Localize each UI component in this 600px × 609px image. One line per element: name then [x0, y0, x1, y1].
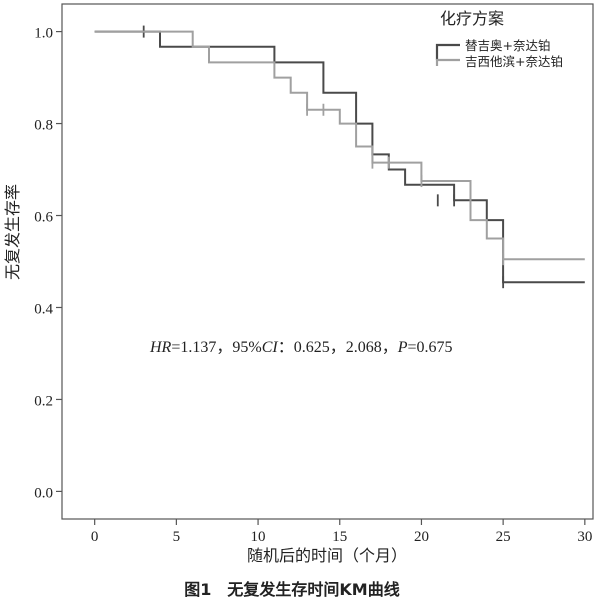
y-tick-label: 0.8 [34, 118, 53, 134]
series-layer [94, 25, 585, 289]
x-tick-label: 15 [332, 529, 347, 545]
legend-label-series-1: 替吉奥+奈达铂 [465, 38, 550, 53]
y-axis: 0.0 0.2 0.4 0.6 0.8 1.0 [34, 26, 62, 501]
y-tick-label: 0.2 [34, 393, 53, 409]
figure-caption: 图1 无复发生存时间KM曲线 [184, 580, 399, 599]
legend-swatch-series-2 [435, 58, 460, 66]
x-tick-label: 20 [414, 529, 429, 545]
legend-swatch-series-1 [435, 43, 460, 60]
p-value: =0.675 [407, 339, 452, 356]
x-tick-label: 0 [91, 529, 99, 545]
hr-value: =1.137，95% [171, 339, 261, 356]
series-line-2 [94, 30, 585, 261]
p-label: P [397, 339, 408, 356]
stats-annotation: HR=1.137，95%CI：0.625，2.068，P=0.675 [149, 339, 453, 356]
legend: 化疗方案 替吉奥+奈达铂 吉西他滨+奈达铂 [435, 9, 563, 69]
series-line-1 [94, 30, 585, 284]
hr-label: HR [149, 339, 172, 356]
y-tick-label: 0.6 [34, 210, 53, 226]
plot-frame [61, 3, 594, 520]
legend-label-series-2: 吉西他滨+奈达铂 [465, 54, 563, 69]
y-tick-label: 0.4 [34, 301, 53, 317]
x-tick-label: 5 [173, 529, 181, 545]
x-tick-label: 25 [496, 529, 511, 545]
y-tick-label: 1.0 [34, 26, 53, 42]
x-tick-label: 10 [251, 529, 266, 545]
x-axis-label: 随机后的时间（个月） [247, 546, 407, 565]
y-tick-label: 0.0 [34, 485, 53, 501]
legend-title: 化疗方案 [440, 9, 504, 28]
x-axis: 0 5 10 15 20 25 30 [91, 519, 592, 545]
ci-value: ：0.625，2.068， [278, 339, 398, 356]
ci-label: CI [262, 339, 279, 356]
y-axis-label: 无复发生存率 [3, 184, 22, 280]
x-tick-label: 30 [577, 529, 592, 545]
